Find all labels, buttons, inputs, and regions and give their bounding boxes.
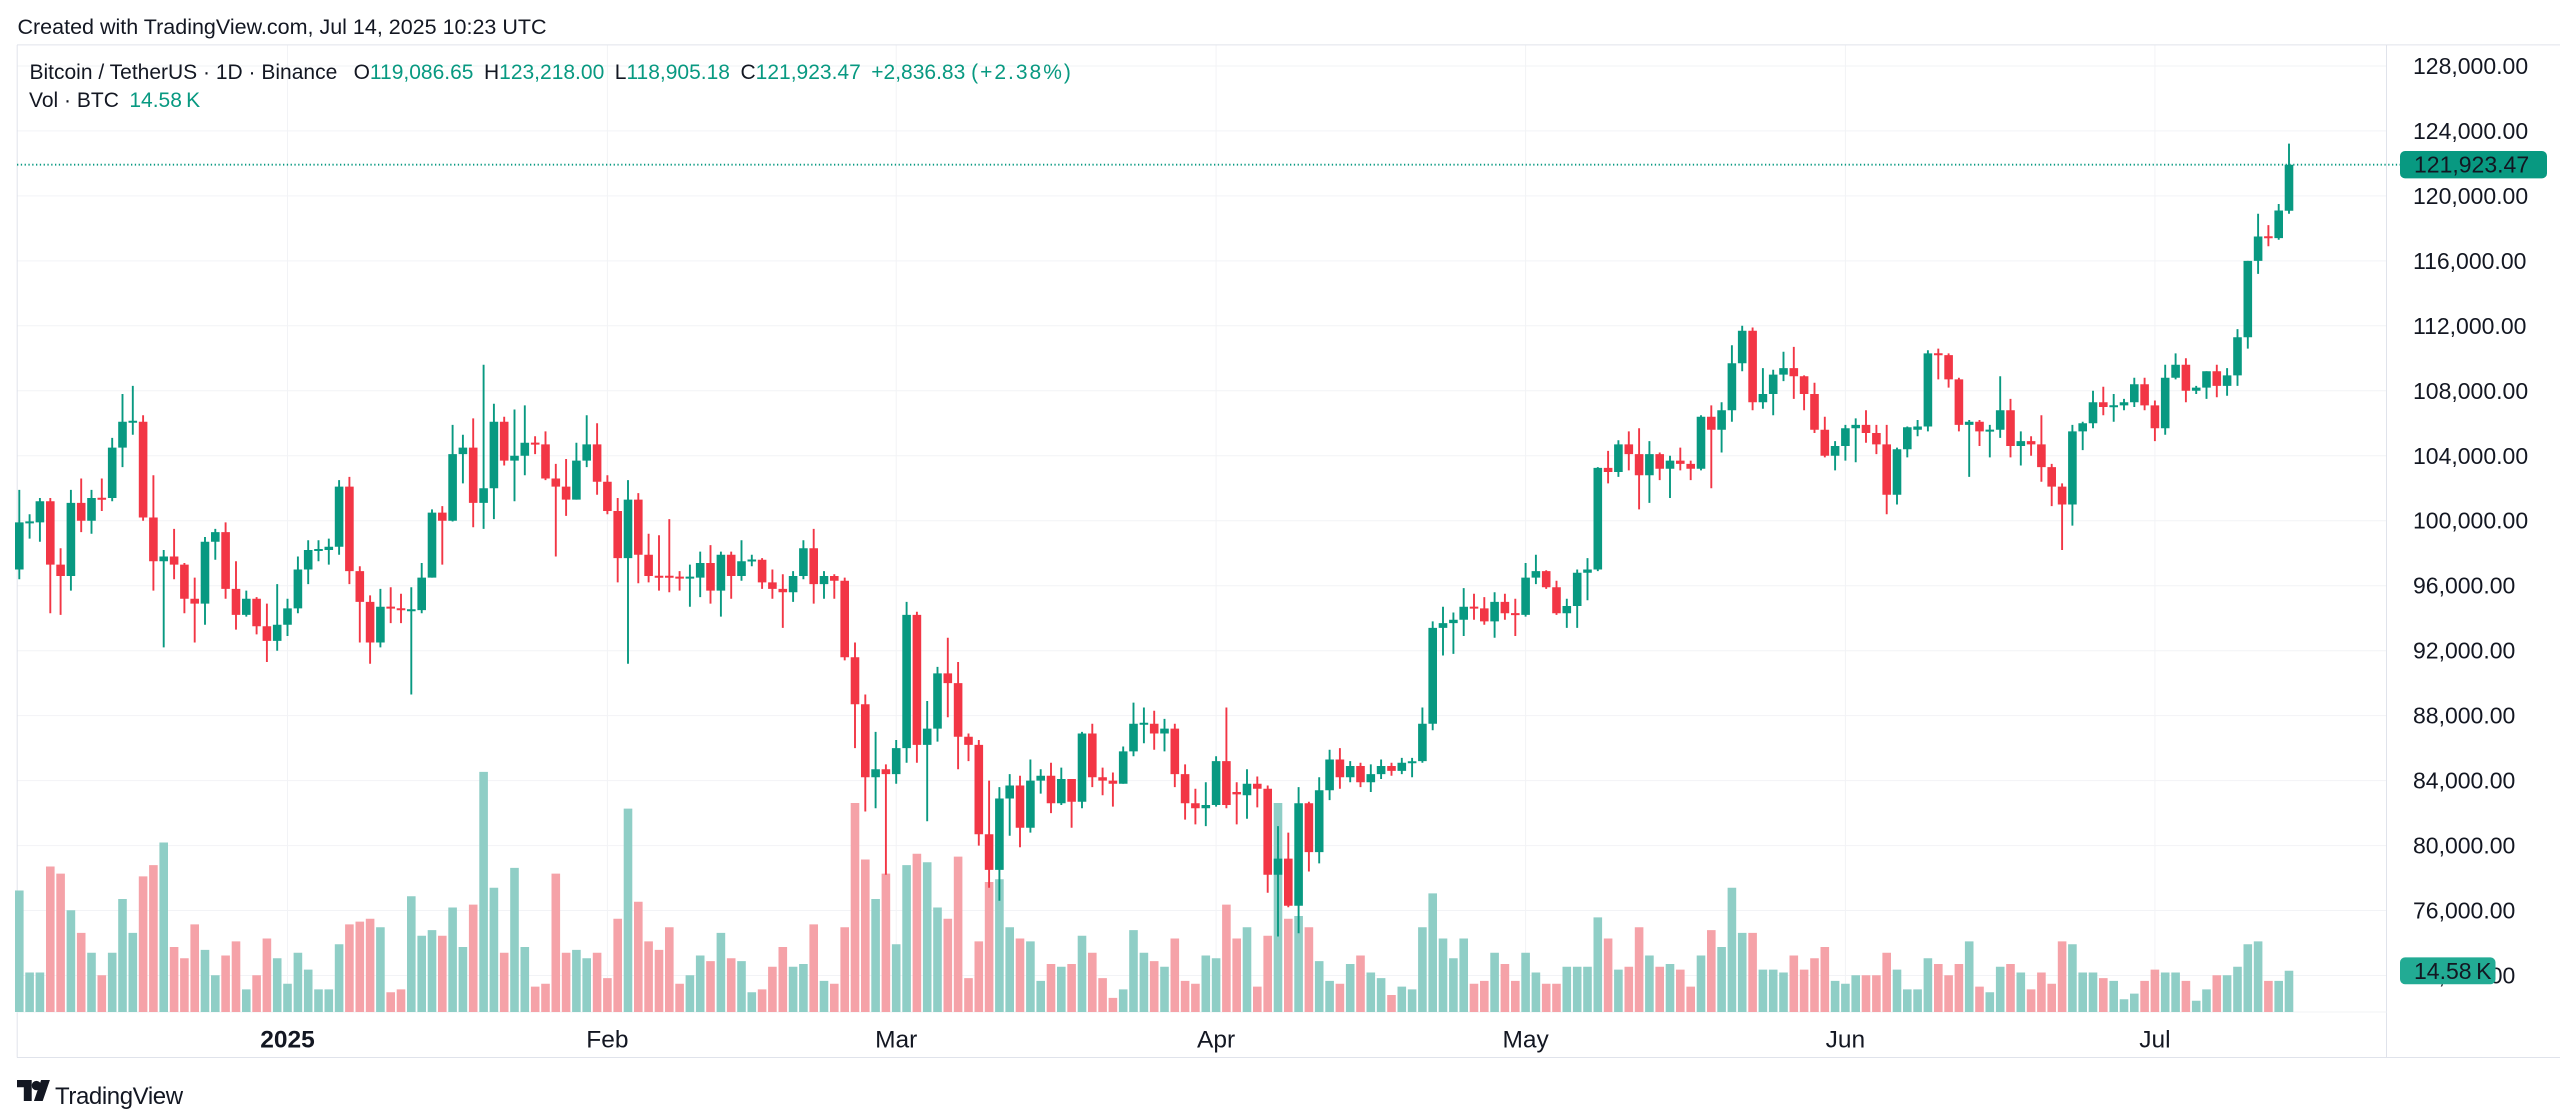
svg-text:2025: 2025: [260, 1027, 315, 1054]
svg-text:96,000.00: 96,000.00: [2413, 573, 2515, 599]
svg-text:104,000.00: 104,000.00: [2413, 443, 2528, 469]
svg-text:100,000.00: 100,000.00: [2413, 508, 2528, 534]
svg-text:Feb: Feb: [586, 1027, 628, 1054]
svg-text:76,000.00: 76,000.00: [2413, 898, 2515, 924]
svg-text:92,000.00: 92,000.00: [2413, 638, 2515, 664]
svg-text:84,000.00: 84,000.00: [2413, 768, 2515, 794]
svg-text:Jul: Jul: [2139, 1027, 2170, 1054]
svg-text:88,000.00: 88,000.00: [2413, 703, 2515, 729]
svg-text:116,000.00: 116,000.00: [2413, 248, 2526, 274]
svg-text:May: May: [1502, 1027, 1549, 1054]
svg-text:120,000.00: 120,000.00: [2413, 183, 2528, 209]
svg-text:Jun: Jun: [1826, 1027, 1866, 1054]
svg-text:124,000.00: 124,000.00: [2413, 118, 2528, 144]
svg-text:Mar: Mar: [875, 1027, 917, 1054]
svg-text:Apr: Apr: [1197, 1027, 1235, 1054]
svg-text:128,000.00: 128,000.00: [2413, 53, 2528, 79]
svg-text:121,923.47: 121,923.47: [2414, 152, 2529, 178]
svg-text:80,000.00: 80,000.00: [2413, 833, 2515, 859]
svg-text:108,000.00: 108,000.00: [2413, 378, 2528, 404]
svg-text:112,000.00: 112,000.00: [2413, 313, 2526, 339]
svg-text:14.58 K: 14.58 K: [2414, 958, 2492, 984]
